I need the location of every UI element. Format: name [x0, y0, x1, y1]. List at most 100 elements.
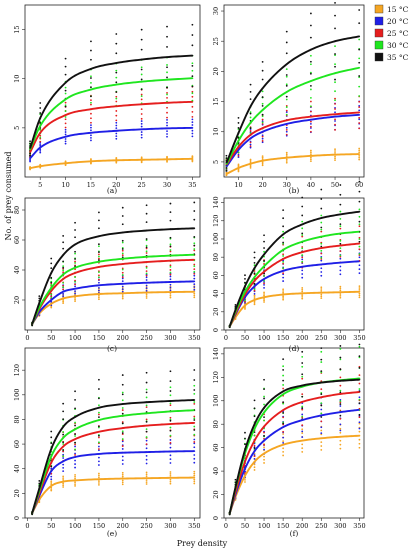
data-point: [169, 264, 172, 267]
data-point: [38, 297, 41, 300]
data-point: [282, 272, 285, 275]
data-point: [193, 478, 196, 481]
data-point: [358, 95, 361, 97]
data-point: [244, 274, 246, 277]
data-point: [169, 245, 172, 248]
y-tick-label: 100: [212, 233, 220, 245]
data-point: [253, 292, 256, 295]
data-point: [62, 466, 65, 469]
data-point: [263, 378, 265, 381]
y-tick-label: 10: [13, 75, 21, 83]
data-point: [285, 111, 288, 113]
data-point: [225, 154, 228, 157]
data-point: [191, 34, 194, 36]
data-point: [121, 445, 124, 447]
data-point: [193, 274, 196, 277]
data-point: [285, 128, 288, 131]
data-point: [191, 44, 194, 47]
data-point: [166, 121, 168, 124]
data-point: [98, 441, 100, 444]
legend-item: 25 °C: [374, 28, 409, 38]
legend-label: 30 °C: [387, 41, 409, 50]
data-point: [193, 438, 196, 441]
data-point: [320, 347, 323, 350]
data-point: [90, 103, 92, 106]
data-point: [74, 459, 76, 462]
data-point: [193, 210, 196, 212]
data-point: [145, 238, 148, 240]
data-point: [334, 97, 336, 100]
data-point: [253, 294, 256, 297]
data-point: [74, 300, 76, 303]
data-point: [301, 447, 304, 450]
data-point: [90, 129, 92, 132]
y-tick-label: 40: [13, 266, 21, 274]
data-point: [62, 441, 65, 444]
fitted-curve-3: [31, 258, 195, 325]
data-point: [263, 448, 265, 451]
x-tick-label: 10: [234, 181, 242, 189]
data-point: [339, 269, 342, 272]
x-tick-label: 30: [163, 181, 171, 189]
data-point: [39, 134, 42, 137]
data-point: [145, 473, 148, 476]
data-point: [249, 83, 252, 86]
data-point: [193, 249, 196, 252]
data-point: [334, 63, 336, 66]
x-tick-label: 100: [258, 334, 270, 342]
data-point: [334, 111, 336, 114]
data-point: [301, 220, 304, 223]
data-point: [98, 253, 100, 256]
data-point: [339, 427, 342, 430]
data-point: [121, 239, 124, 242]
data-point: [62, 410, 65, 413]
data-point: [98, 259, 100, 261]
data-point: [358, 248, 361, 251]
data-point: [309, 122, 312, 125]
data-point: [140, 93, 143, 96]
legend-label: 35 °C: [387, 53, 409, 62]
data-point: [169, 211, 172, 214]
data-point: [282, 440, 285, 443]
data-point: [320, 198, 323, 200]
y-tick-label: 140: [212, 196, 220, 208]
data-point: [169, 480, 172, 483]
data-point: [358, 422, 361, 425]
data-point: [64, 65, 67, 68]
fitted-curve-5: [29, 54, 193, 149]
data-point: [285, 95, 288, 98]
data-point: [301, 227, 304, 230]
x-tick-label: 350: [353, 522, 365, 530]
data-point: [145, 439, 148, 442]
data-point: [98, 255, 100, 258]
data-point: [62, 475, 65, 478]
data-point: [358, 61, 361, 64]
data-point: [169, 446, 172, 449]
data-point: [121, 391, 124, 394]
data-point: [62, 433, 65, 436]
data-point: [140, 122, 143, 125]
data-point: [249, 165, 252, 168]
observed-points-2: [225, 100, 361, 173]
data-point: [339, 423, 342, 426]
data-point: [50, 442, 53, 445]
data-point: [358, 287, 361, 289]
data-point: [358, 388, 361, 390]
data-point: [249, 112, 252, 115]
data-point: [249, 127, 252, 130]
data-point: [169, 478, 172, 481]
fitted-curve-4: [31, 253, 195, 325]
data-point: [121, 256, 124, 259]
x-tick-label: 350: [188, 334, 200, 342]
data-point: [121, 430, 124, 433]
data-point: [121, 383, 124, 386]
plot-frame: [223, 347, 365, 519]
data-point: [358, 75, 361, 77]
data-point: [285, 106, 288, 108]
y-tick-label: 15: [212, 97, 220, 105]
data-point: [191, 115, 194, 118]
data-point: [74, 448, 76, 451]
panel-f: 0 50 100 150 200 250 300 350 0 20 40 60 80 100 120 140 (…: [212, 343, 366, 538]
data-point: [358, 296, 361, 299]
data-point: [358, 272, 361, 275]
